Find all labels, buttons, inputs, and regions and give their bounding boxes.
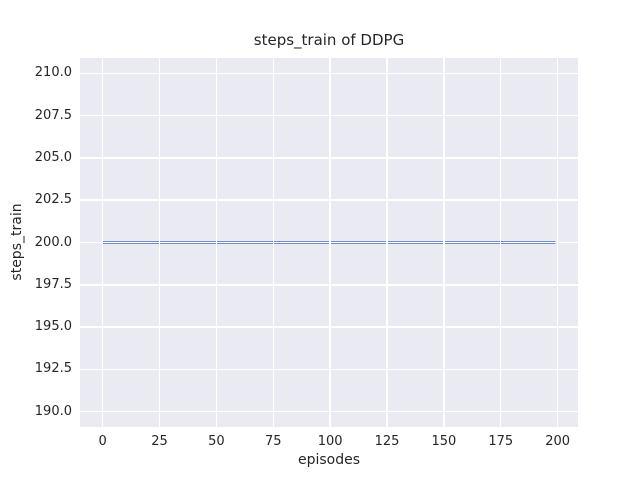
gridline-horizontal xyxy=(80,72,578,74)
chart-title: steps_train of DDPG xyxy=(253,31,405,49)
x-tick-label: 75 xyxy=(264,434,282,449)
gridline-horizontal xyxy=(80,411,578,413)
y-tick-label: 195.0 xyxy=(34,319,72,335)
gridline-horizontal xyxy=(80,157,578,159)
gridline-horizontal xyxy=(80,326,578,328)
y-tick-label: 190.0 xyxy=(34,403,72,419)
y-tick-label: 192.5 xyxy=(34,361,72,377)
gridline-horizontal xyxy=(80,199,578,201)
x-tick-label: 175 xyxy=(488,434,514,449)
gridline-horizontal xyxy=(80,284,578,286)
x-tick-label: 200 xyxy=(545,434,571,449)
plot-area xyxy=(80,58,578,427)
x-tick-label: 100 xyxy=(317,434,343,449)
y-tick-label: 197.5 xyxy=(34,276,72,292)
y-tick-label: 205.0 xyxy=(34,149,72,165)
gridline-horizontal xyxy=(80,114,578,117)
x-tick-label: 0 xyxy=(98,434,107,449)
y-axis-label: steps_train xyxy=(9,203,25,281)
gridline-horizontal xyxy=(80,368,578,371)
x-tick-label: 25 xyxy=(151,434,168,449)
y-tick-label: 207.5 xyxy=(34,107,72,123)
x-tick-label: 150 xyxy=(431,434,457,449)
gridline-horizontal xyxy=(80,241,578,244)
y-tick-label: 210.0 xyxy=(34,65,72,81)
y-tick-label: 200.0 xyxy=(34,234,72,250)
x-tick-label: 50 xyxy=(208,434,225,449)
y-tick-label: 202.5 xyxy=(34,192,72,208)
x-axis-label: episodes xyxy=(297,452,361,468)
x-tick-label: 125 xyxy=(374,434,400,449)
